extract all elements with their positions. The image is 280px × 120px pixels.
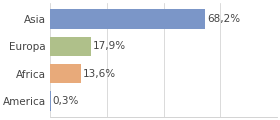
Text: 0,3%: 0,3%: [53, 96, 79, 106]
Text: 17,9%: 17,9%: [93, 41, 126, 51]
Bar: [50, 9, 205, 29]
Bar: [50, 91, 51, 111]
Bar: [50, 64, 81, 83]
Text: 68,2%: 68,2%: [207, 14, 240, 24]
Bar: [50, 37, 91, 56]
Text: 13,6%: 13,6%: [83, 69, 116, 79]
